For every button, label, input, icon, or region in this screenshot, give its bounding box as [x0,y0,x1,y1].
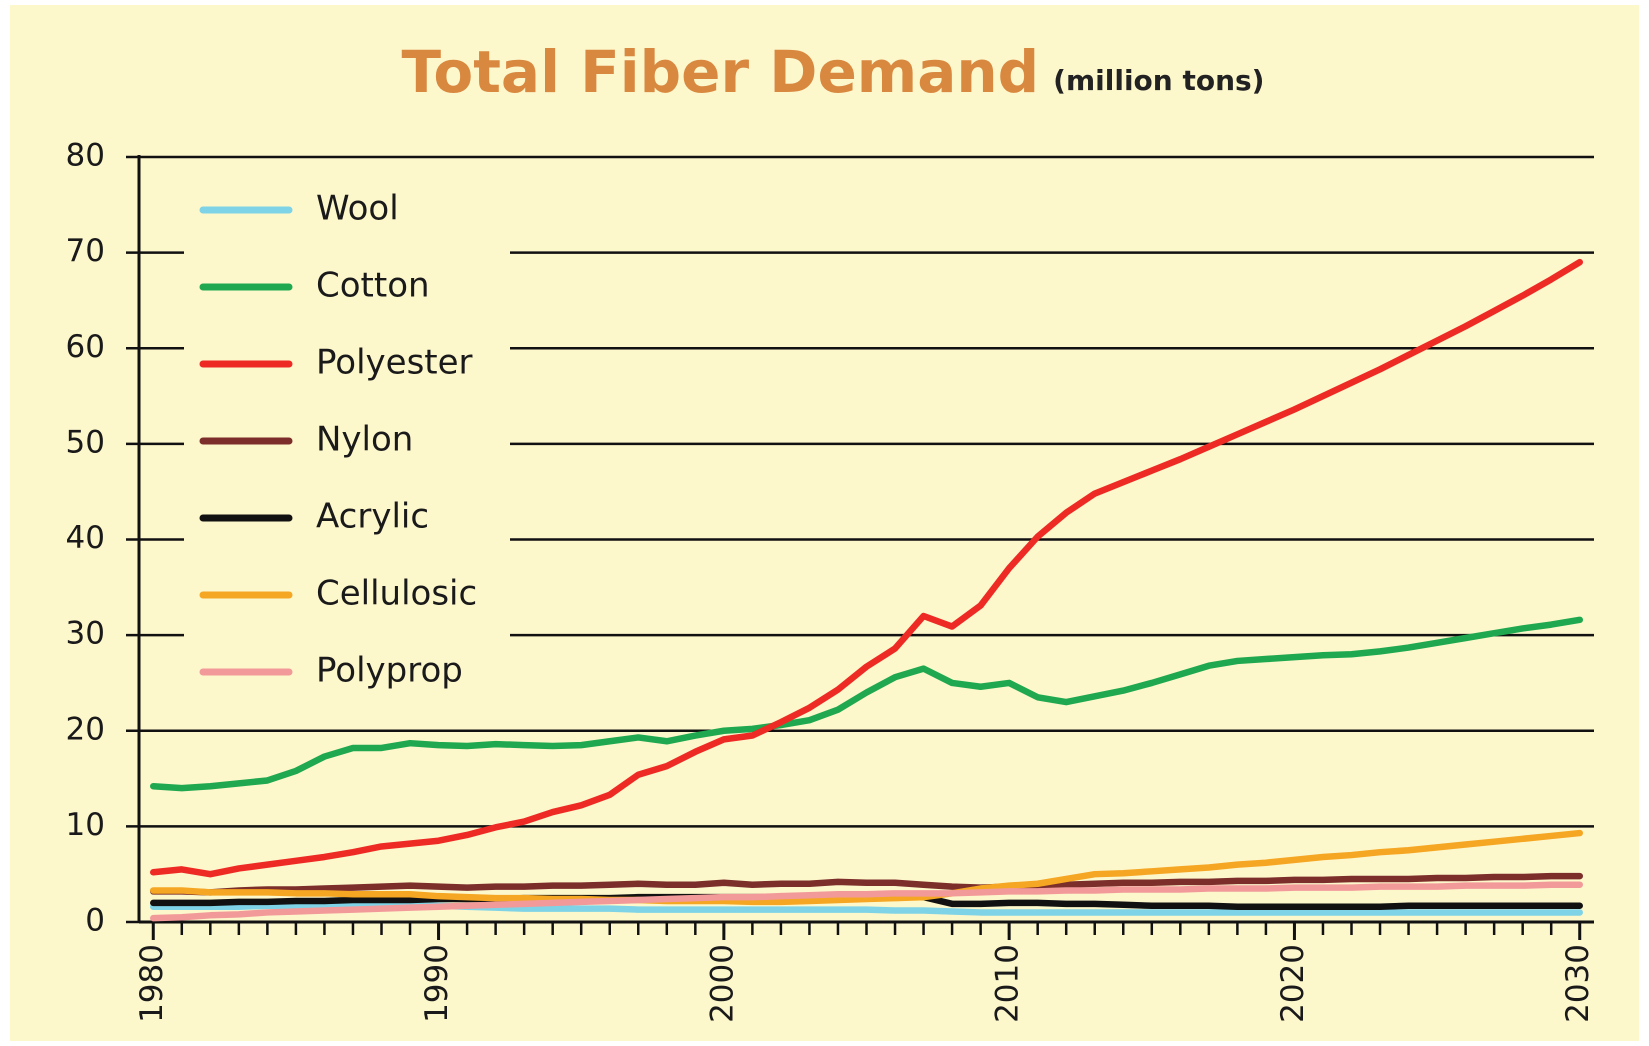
y-tick-label: 80 [66,138,105,174]
x-tick-label: 2010 [990,944,1026,1023]
series-line [150,901,1583,916]
y-tick-label: 60 [66,329,105,365]
x-tick-label: 1990 [419,944,455,1023]
chart-subtitle: (million tons) [1053,64,1264,97]
x-tick-label: 2020 [1275,944,1311,1023]
legend-label: Wool [316,189,399,229]
series-line [150,616,1583,792]
legend-background [184,175,510,720]
y-tick-label: 40 [66,520,105,556]
legend-label: Polyprop [316,651,463,691]
x-tick-label: 2030 [1560,944,1596,1023]
legend-label: Acrylic [316,497,429,537]
x-tick-label: 1980 [134,944,170,1023]
y-tick-label: 70 [66,233,105,269]
series-line [150,829,1583,906]
legend: Wool Cotton Polyester Nylon Acrylic Cellulosi… [184,175,510,720]
chart-title: Total Fiber Demand [402,38,1040,106]
legend-label: Polyester [316,343,473,383]
series-line [150,881,1583,922]
chart-heading: Total Fiber Demand (million tons) [402,38,1265,106]
y-tick-label: 30 [66,616,105,652]
legend-label: Cellulosic [316,574,477,614]
y-tick-label: 10 [66,807,105,843]
y-tick-label: 0 [85,903,105,939]
series-line [150,872,1583,896]
legend-label: Cotton [316,266,430,306]
x-tick-label: 2000 [704,944,740,1023]
y-tick-label: 50 [66,424,105,460]
legend-label: Nylon [316,420,413,460]
y-tick-label: 20 [66,711,105,747]
series-line [150,258,1583,878]
